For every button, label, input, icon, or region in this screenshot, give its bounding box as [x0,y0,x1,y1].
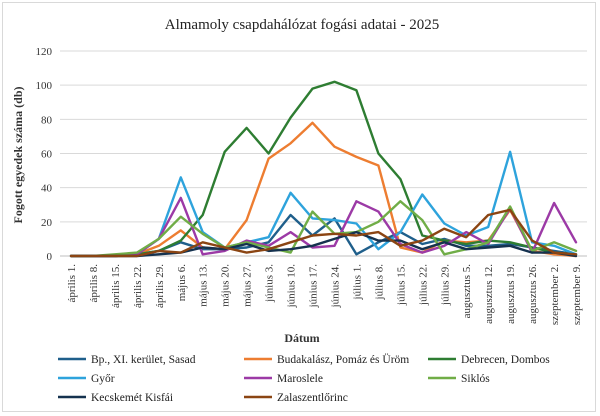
y-tick-label: 100 [36,80,53,92]
x-tick-label: július 15. [395,264,407,306]
y-axis-ticks: 0 20 40 60 80 100 120 [36,46,53,263]
chart-title: Almamoly csapdahálózat fogási adatai - 2… [165,17,440,33]
x-tick-label: szeptember 2. [549,264,561,325]
series-line-5 [69,200,578,258]
x-tick-label: július 1. [351,264,363,301]
y-axis-title: Fogott egyedek száma (db) [11,87,25,224]
x-tick-label: június 17. [308,264,320,309]
line-chart: Almamoly csapdahálózat fogási adatai - 2… [11,17,587,404]
legend-label: Kecskemét Kisfái [91,392,173,404]
legend: Bp., XI. kerület, Sasad Budakalász, Pomáz… [58,352,550,404]
legend-label: Bp., XI. kerület, Sasad [91,354,196,366]
y-tick-label: 20 [41,217,53,229]
y-tick-label: 80 [41,114,53,126]
x-tick-label: május 13. [198,264,210,307]
y-tick-label: 60 [41,149,53,161]
series-line-7 [69,208,578,258]
x-tick-label: április 1. [66,264,78,303]
x-tick-label: április 8. [88,264,100,303]
x-tick-label: április 29. [154,264,166,308]
x-tick-label: június 10. [286,264,298,309]
x-tick-label: április 22. [132,264,144,308]
x-tick-label: augusztus 19. [505,264,517,324]
y-tick-label: 0 [47,251,53,263]
legend-label: Budakalász, Pomáz és Üröm [277,352,409,366]
chart-frame: Almamoly csapdahálózat fogási adatai - 2… [2,2,596,412]
legend-label: Maroslele [277,373,323,385]
x-tick-label: április 15. [110,264,122,308]
legend-label: Debrecen, Dombos [461,354,550,366]
legend-label: Zalaszentlőrinc [277,392,348,404]
x-axis-title: Dátum [284,331,319,345]
series-line-2 [69,80,578,258]
x-tick-label: szeptember 9. [571,264,583,325]
x-tick-label: június 24. [329,264,341,309]
x-tick-label: augusztus 12. [483,264,495,324]
y-tick-label: 40 [41,183,53,195]
series-line-6 [69,230,578,258]
y-tick-label: 120 [36,46,53,58]
x-tick-label: augusztus 26. [527,264,539,324]
x-tick-label: június 3. [264,264,276,303]
x-tick-label: május 6. [176,264,188,302]
x-tick-label: augusztus 5. [461,264,473,319]
x-tick-label: július 22. [417,264,429,306]
x-axis-ticks: április 1. április 8. április 15. április 2… [66,264,583,325]
legend-label: Győr [91,373,115,385]
legend-label: Siklós [461,373,490,385]
series-lines [69,80,578,258]
gridlines [60,50,587,257]
x-tick-label: május 27. [242,264,254,307]
x-tick-label: május 20. [220,264,232,307]
x-tick-label: július 29. [439,264,451,306]
x-tick-label: július 8. [373,264,385,301]
